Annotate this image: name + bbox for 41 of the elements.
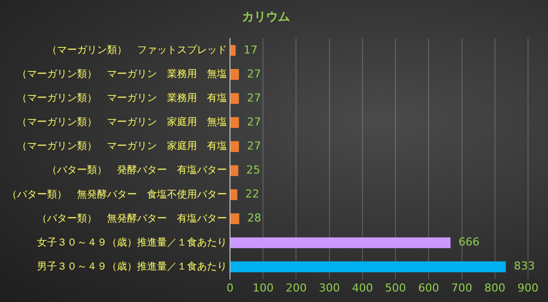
y-tick-label: （バター類） 無発酵バター 有塩バター bbox=[37, 212, 227, 224]
y-tick-label: （バター類） 発酵バター 有塩バター bbox=[47, 164, 227, 176]
data-label: 22 bbox=[245, 188, 260, 201]
y-tick-label: 男子３０～４９（歳）推進量／１食あたり bbox=[37, 260, 227, 272]
chart-title: カリウム bbox=[242, 9, 290, 24]
bar bbox=[230, 93, 239, 104]
x-tick-label: 0 bbox=[226, 281, 234, 294]
data-label: 17 bbox=[244, 43, 258, 56]
bar bbox=[230, 117, 239, 128]
x-tick-label: 200 bbox=[286, 281, 307, 294]
y-tick-label: （マーガリン類） マーガリン 家庭用 無塩 bbox=[17, 116, 227, 128]
x-tick-label: 100 bbox=[252, 281, 274, 294]
x-tick-label: 900 bbox=[518, 281, 538, 294]
y-tick-label: （バター類） 無発酵バター 食塩不使用バター bbox=[7, 188, 227, 200]
bar bbox=[230, 213, 240, 224]
data-label: 27 bbox=[246, 115, 261, 128]
data-label: 28 bbox=[247, 212, 262, 225]
bar bbox=[230, 261, 506, 272]
bar bbox=[230, 141, 239, 152]
y-tick-label: （マーガリン類） マーガリン 家庭用 有塩 bbox=[17, 140, 227, 152]
bar bbox=[230, 69, 239, 80]
y-tick-label: 女子３０～４９（歳）推進量／１食あたり bbox=[37, 236, 227, 248]
y-tick-label: （マーガリン類） ファットスプレッド bbox=[47, 44, 227, 56]
x-tick-label: 300 bbox=[318, 281, 340, 294]
y-tick-label: （マーガリン類） マーガリン 業務用 無塩 bbox=[17, 68, 227, 80]
data-label: 833 bbox=[514, 260, 535, 273]
data-label: 27 bbox=[246, 67, 261, 80]
x-tick-label: 400 bbox=[352, 281, 373, 294]
x-tick-label: 500 bbox=[385, 281, 406, 294]
data-label: 27 bbox=[246, 91, 261, 104]
data-label: 25 bbox=[246, 163, 260, 176]
x-tick-label: 600 bbox=[418, 281, 440, 294]
bar bbox=[230, 45, 236, 56]
x-tick-label: 700 bbox=[451, 281, 472, 294]
data-label: 27 bbox=[246, 139, 261, 152]
data-label: 666 bbox=[458, 236, 480, 249]
bar bbox=[230, 165, 238, 176]
x-tick-label: 800 bbox=[484, 281, 506, 294]
bar bbox=[230, 237, 451, 248]
y-tick-label: （マーガリン類） マーガリン 業務用 有塩 bbox=[17, 92, 227, 104]
bar bbox=[230, 189, 238, 200]
